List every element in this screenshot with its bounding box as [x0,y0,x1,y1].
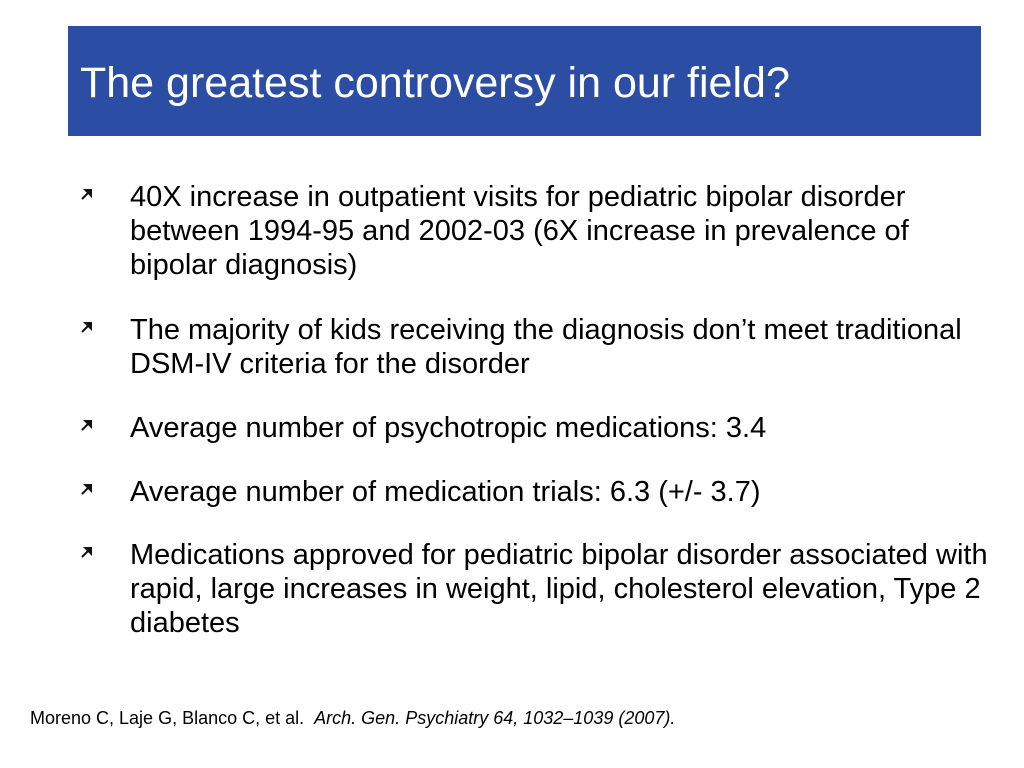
slide-title: The greatest controversy in our field? [80,59,790,107]
diagonal-arrow-icon [81,484,92,495]
diagonal-arrow-icon [81,547,92,558]
bullet-text: The majority of kids receiving the diagn… [130,314,962,380]
citation-authors: Moreno C, Laje G, Blanco C, et al. [30,708,305,728]
bullet-text: Average number of psychotropic medicatio… [130,412,767,444]
diagonal-arrow-icon [81,420,92,431]
citation: Moreno C, Laje G, Blanco C, et al. Arch.… [30,707,675,729]
bullet-text: Medications approved for pediatric bipol… [130,539,988,639]
title-bar: The greatest controversy in our field? [68,26,981,136]
bullet-text: 40X increase in outpatient visits for pe… [130,181,909,281]
diagonal-arrow-icon [81,322,92,333]
citation-journal: Arch. Gen. Psychiatry 64, 1032–1039 (200… [314,708,676,728]
bullet-text: Average number of medication trials: 6.3… [130,476,761,508]
diagonal-arrow-icon [81,189,92,200]
